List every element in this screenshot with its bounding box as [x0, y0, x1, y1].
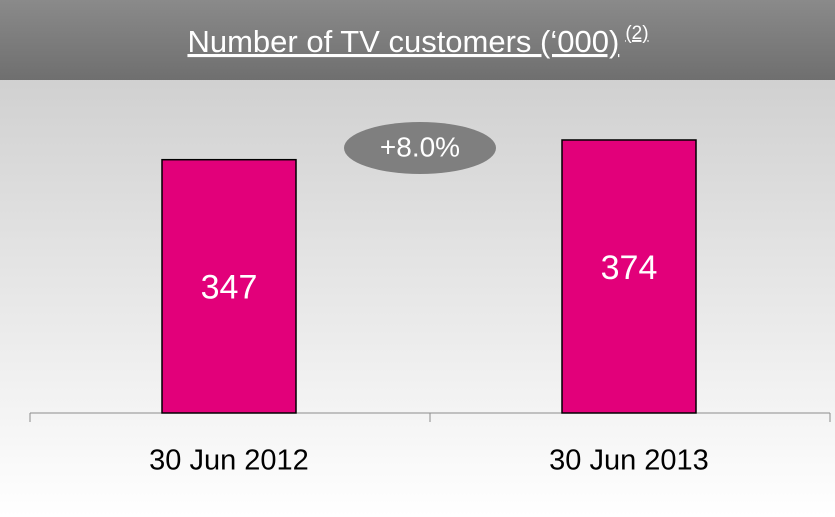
value-label: 347	[201, 269, 258, 307]
annotation: +8.0%	[380, 131, 460, 162]
title-main: Number of TV customers (‘000)	[187, 24, 619, 59]
bar	[561, 139, 697, 414]
value-label: 374	[601, 249, 658, 287]
header-bar	[0, 0, 835, 80]
x-tick-label: 30 Jun 2012	[149, 445, 309, 477]
x-tick-label: 30 Jun 2013	[549, 445, 709, 477]
title-superscript: (2)	[625, 23, 648, 44]
bar	[161, 158, 297, 414]
chart-title: Number of TV customers (‘000) (2)	[187, 23, 648, 59]
annotation-bubble	[344, 122, 496, 174]
